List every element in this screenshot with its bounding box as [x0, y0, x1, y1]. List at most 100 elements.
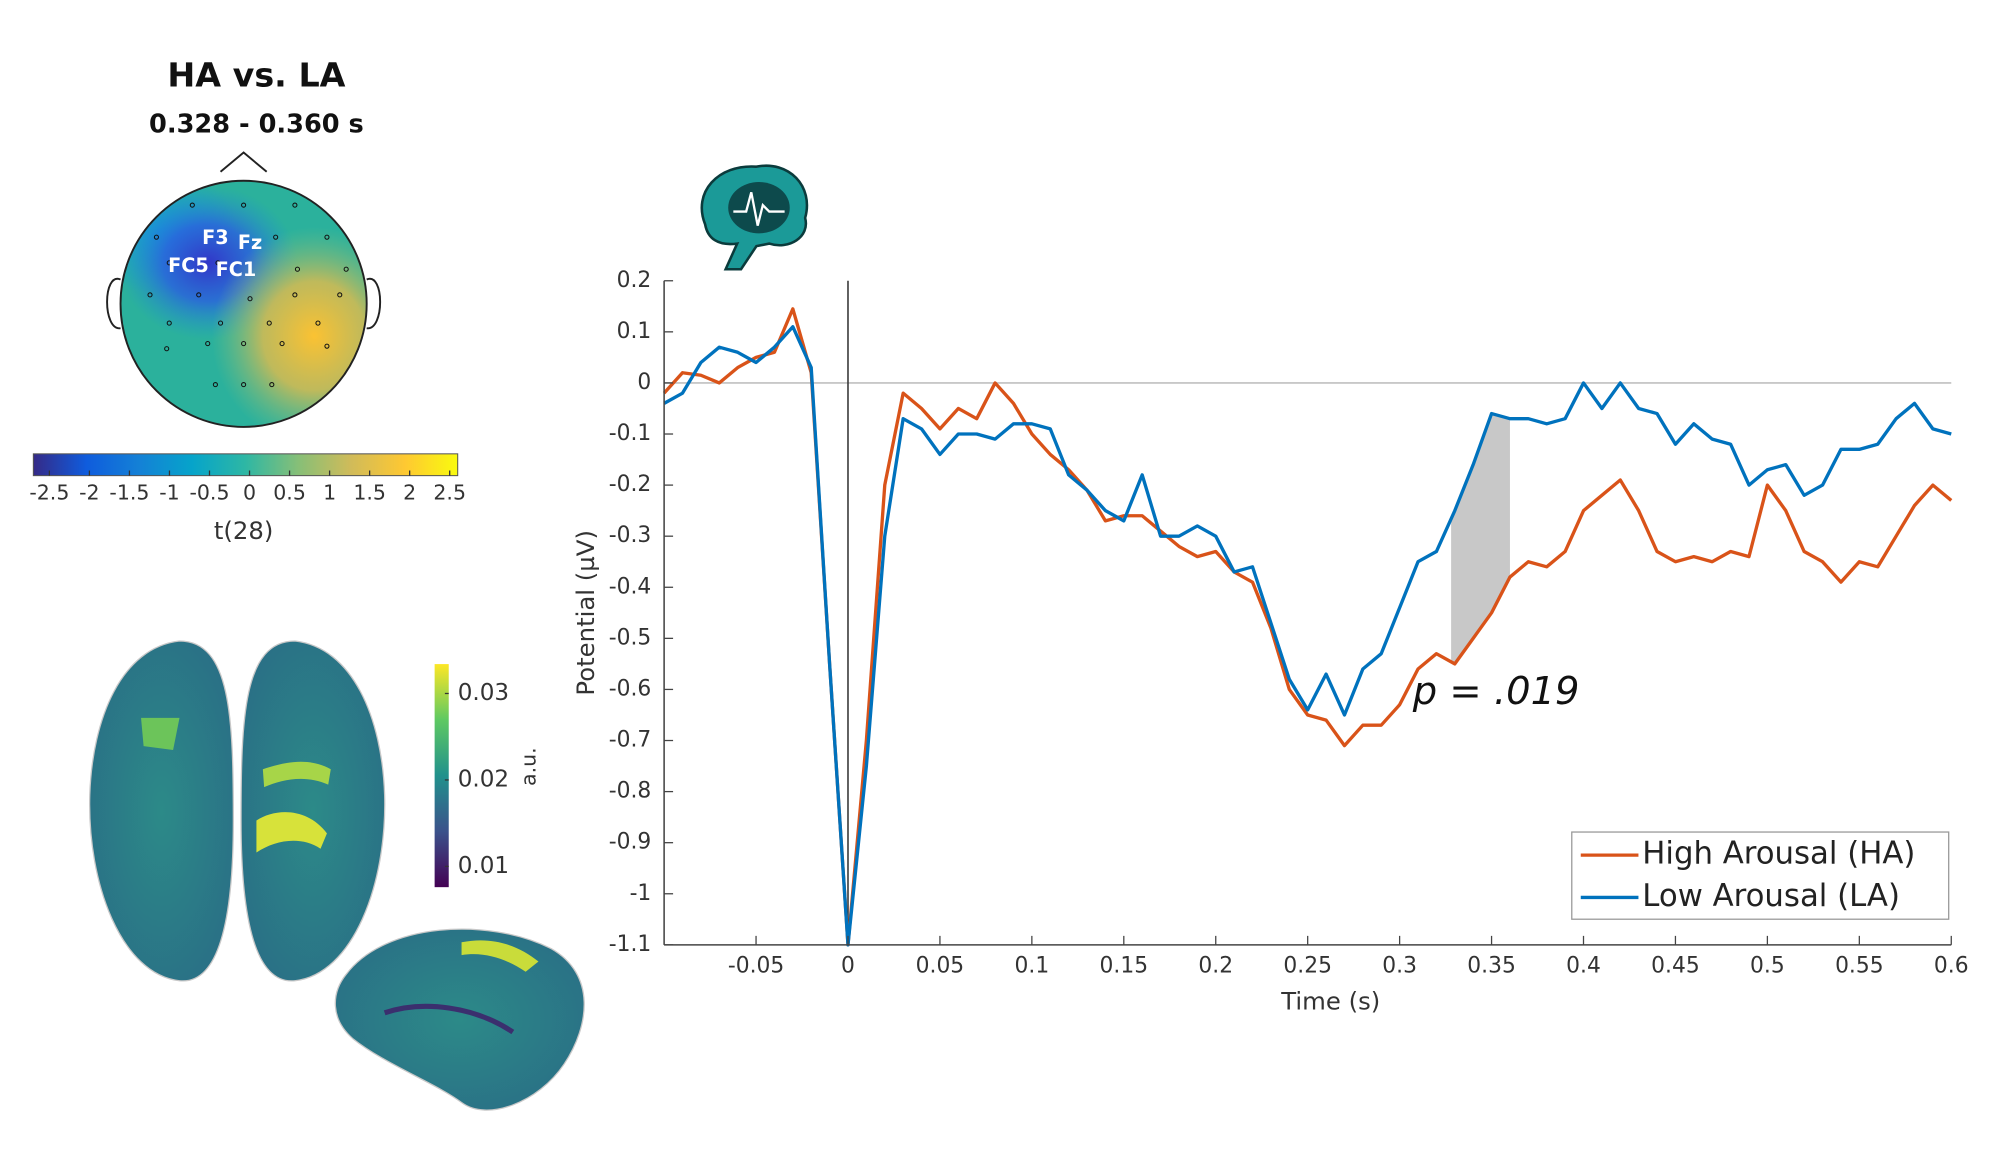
- active-patch: [256, 812, 327, 853]
- topomap-subtitle: 0.328 - 0.360 s: [149, 110, 364, 140]
- electrode: [164, 346, 170, 352]
- ear: [366, 278, 382, 330]
- electrode: [315, 320, 321, 326]
- lateral-brain: [334, 928, 585, 1111]
- significance-shade: [1451, 413, 1510, 664]
- series-line: [663, 325, 1952, 947]
- electrode: [241, 202, 247, 208]
- y-tick-label: -0.3: [609, 523, 652, 548]
- y-tick-label: -0.9: [609, 830, 652, 855]
- electrode: [269, 382, 275, 388]
- active-patch: [461, 940, 539, 972]
- colorbar-tick-label: 2: [403, 481, 416, 505]
- electrode: [212, 382, 218, 388]
- active-patch: [141, 717, 180, 750]
- electrode: [166, 320, 172, 326]
- x-tick-label: 0.3: [1382, 954, 1417, 979]
- electrode: [241, 341, 247, 347]
- y-axis-label: Potential (µV): [571, 530, 600, 696]
- electrodes: F3 Fz FC5 FC1: [147, 202, 349, 388]
- electrode: [205, 341, 211, 347]
- colorbar-tick-label: 0.02: [458, 766, 509, 792]
- colorbar-tick-label: -2: [79, 481, 99, 505]
- electrode: [196, 292, 202, 298]
- electrode: [153, 234, 159, 240]
- x-tick-label: 0: [841, 954, 855, 979]
- electrode: [343, 266, 349, 272]
- electrode-label: FC1: [216, 258, 257, 281]
- electrode: [147, 292, 153, 298]
- y-tick-label: 0: [637, 370, 651, 395]
- y-tick-label: -1.1: [609, 932, 652, 957]
- x-tick-label: 0.35: [1467, 954, 1516, 979]
- colorbar-tick-label: 0.01: [458, 853, 509, 879]
- y-tick-label: 0.2: [617, 268, 652, 293]
- nose: [219, 151, 268, 173]
- colorbar-label: t(28): [214, 516, 274, 545]
- brain-surfaces: [89, 640, 585, 1111]
- y-tick-label: -1: [630, 881, 652, 906]
- y-tick-label: -0.1: [609, 421, 652, 446]
- x-tick-label: 0.55: [1835, 954, 1884, 979]
- electrode: [279, 341, 285, 347]
- colorbar-label: a.u.: [516, 747, 540, 786]
- y-tick-label: -0.5: [609, 625, 652, 650]
- x-axis-label: Time (s): [1280, 987, 1380, 1016]
- colorbar-tick-label: 0.5: [273, 481, 306, 505]
- topomap-title: HA vs. LA: [167, 55, 345, 94]
- colorbar: [32, 453, 459, 477]
- y-tick-label: -0.2: [609, 472, 652, 497]
- topo-map: [120, 180, 367, 427]
- x-tick-label: 0.5: [1750, 954, 1785, 979]
- colorbar-tick-label: 1.5: [353, 481, 386, 505]
- electrode: [241, 382, 247, 388]
- electrode: [324, 234, 330, 240]
- colorbar-tick-label: -1.5: [109, 481, 149, 505]
- brain-icon: [700, 164, 809, 271]
- x-tick-label: 0.45: [1651, 954, 1699, 979]
- ear: [106, 278, 121, 330]
- left-hemisphere: [89, 640, 234, 982]
- right-hemisphere: [240, 640, 386, 982]
- colorbar-tick-label: 1: [323, 481, 336, 505]
- electrode: [294, 266, 301, 272]
- active-patch: [262, 761, 331, 788]
- electrode: [189, 202, 195, 208]
- electrode: [247, 296, 253, 302]
- electrode: [273, 234, 279, 240]
- colorbar-tick-label: -0.5: [189, 481, 229, 505]
- electrode-label: FC5: [168, 254, 209, 277]
- head: [106, 151, 382, 428]
- colorbar: [434, 664, 449, 888]
- y-tick-label: -0.8: [609, 779, 652, 804]
- electrode: [292, 202, 298, 208]
- x-tick-label: 0.05: [916, 954, 965, 979]
- colorbar-tick-label: 0: [243, 481, 256, 505]
- x-tick-label: 0.6: [1934, 954, 1969, 979]
- electrode: [324, 343, 330, 349]
- series-line: [662, 307, 1953, 947]
- head-outline: [119, 179, 368, 428]
- x-tick-label: 0.15: [1100, 954, 1149, 979]
- y-tick-label: -0.4: [609, 574, 652, 599]
- x-tick-label: -0.05: [728, 954, 784, 979]
- electrode: [337, 292, 343, 298]
- annotation: p = .019: [1412, 669, 1580, 714]
- legend-box: [1571, 831, 1950, 920]
- legend-label: High Arousal (HA): [1642, 836, 1915, 872]
- x-tick-label: 0.1: [1015, 954, 1050, 979]
- electrode: [266, 320, 272, 326]
- x-tick-label: 0.2: [1198, 954, 1233, 979]
- colorbar-tick-label: -2.5: [29, 481, 69, 505]
- y-tick-label: -0.6: [609, 676, 652, 701]
- y-tick-label: -0.7: [609, 728, 652, 753]
- electrode-label: Fz: [238, 231, 262, 254]
- electrode: [166, 260, 172, 266]
- colorbar-tick-label: 0.03: [458, 680, 509, 706]
- electrode-label: F3: [202, 226, 229, 249]
- x-tick-label: 0.4: [1566, 954, 1601, 979]
- electrode: [215, 260, 221, 266]
